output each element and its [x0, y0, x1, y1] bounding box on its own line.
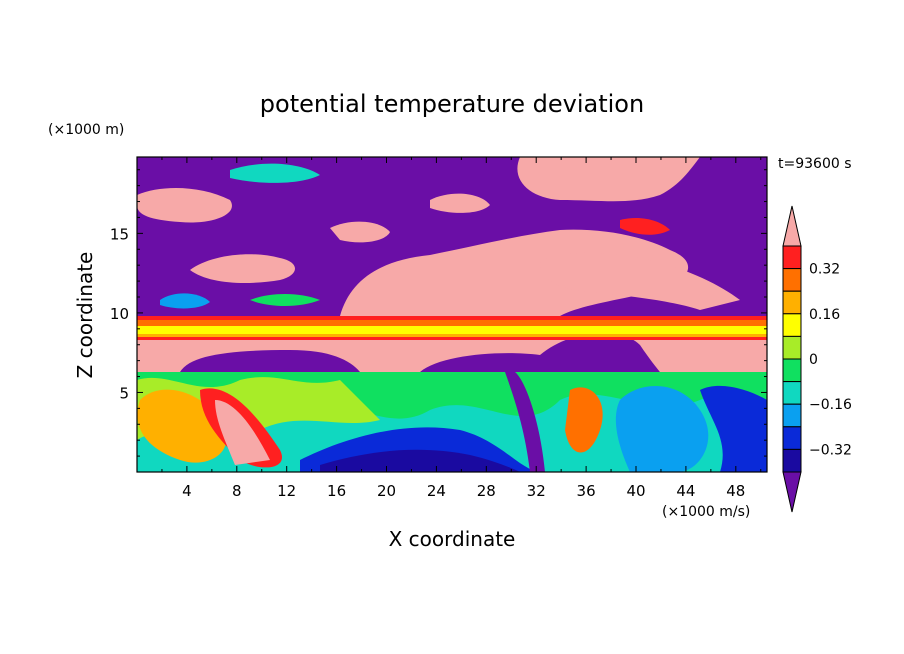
y-axis-ticks: 5 10 15 — [110, 169, 767, 457]
colorbar-tick-label: 0.32 — [809, 262, 840, 278]
x-axis-ticks: 4 8 12 16 20 24 28 32 36 40 44 48 — [161, 157, 762, 500]
colorbar-segment — [782, 358, 802, 383]
x-tick-label: 12 — [277, 482, 296, 500]
upper-pink-cloud-left — [190, 254, 295, 283]
upper-red-fringe-1 — [620, 218, 670, 235]
lower-navy-band — [320, 449, 520, 472]
lower-mid-orange — [565, 387, 603, 453]
x-tick-label: 40 — [626, 482, 645, 500]
mid-purple-lobe-center — [420, 332, 660, 372]
colorbar-segment — [782, 403, 802, 428]
upper-pink-cloud-center — [340, 229, 689, 316]
lower-right-blue — [615, 386, 709, 472]
y-axis-unit: (×1000 m) — [48, 122, 124, 138]
x-tick-label: 8 — [232, 482, 242, 500]
chart-title: potential temperature deviation — [260, 90, 644, 118]
y-tick-label: 15 — [110, 225, 129, 243]
lower-purple-plume — [505, 372, 545, 472]
y-tick-label: 10 — [110, 305, 129, 323]
colorbar-tick-label: 0.16 — [809, 307, 840, 323]
colorbar-segment — [782, 313, 802, 337]
plot-frame — [136, 156, 768, 473]
x-axis-label: X coordinate — [389, 527, 516, 551]
colorbar-segment — [782, 268, 802, 292]
x-axis-unit: (×1000 m/s) — [662, 504, 750, 520]
upper-pink-cloud-top-left — [137, 188, 232, 223]
colorbar-tick-label: −0.16 — [809, 397, 852, 413]
upper-pink-cloud-mid-right — [540, 252, 740, 310]
colorbar-segment — [782, 290, 802, 315]
x-tick-label: 4 — [182, 482, 192, 500]
time-label: t=93600 s — [778, 156, 852, 172]
upper-cyan-fringe-2 — [160, 293, 210, 309]
y-tick-label: 5 — [119, 384, 129, 402]
upper-pink-cloud-top-right — [517, 157, 700, 202]
colorbar-under-triangle — [782, 471, 802, 513]
colorbar-segment — [782, 381, 802, 405]
colorbar-segment — [782, 426, 802, 450]
upper-cyan-fringe-1 — [230, 163, 320, 183]
y-axis-label: Z coordinate — [73, 252, 97, 379]
colorbar-tick-label: −0.32 — [809, 442, 852, 458]
stable-band-red-2 — [137, 337, 767, 340]
colorbar-segment — [782, 448, 802, 473]
x-tick-label: 36 — [577, 482, 596, 500]
upper-pink-cloud-small-1 — [330, 221, 390, 243]
x-tick-label: 16 — [327, 482, 346, 500]
x-tick-label: 32 — [527, 482, 546, 500]
lower-pink-lobe — [215, 400, 270, 465]
x-tick-label: 20 — [377, 482, 396, 500]
x-tick-label: 48 — [726, 482, 745, 500]
x-tick-label: 28 — [477, 482, 496, 500]
stable-band-red — [137, 316, 767, 320]
mid-purple-lobe-left — [180, 350, 360, 372]
x-tick-label: 24 — [427, 482, 446, 500]
colorbar-segment — [782, 335, 802, 360]
contour-field — [137, 157, 767, 472]
stable-band-orange — [137, 320, 767, 326]
colorbar-segment — [782, 245, 802, 270]
colorbar-over-triangle — [782, 205, 802, 247]
stable-band-orange-2 — [137, 334, 767, 337]
colorbar-tick-label: 0 — [809, 352, 818, 368]
upper-pink-cloud-small-2 — [430, 193, 490, 213]
stable-band-yellow — [137, 326, 767, 334]
lower-right-navy — [700, 385, 767, 472]
x-tick-label: 44 — [676, 482, 695, 500]
upper-green-fringe-1 — [250, 294, 320, 306]
colorbar: 0.32 0.16 0 −0.16 −0.32 — [782, 205, 852, 513]
